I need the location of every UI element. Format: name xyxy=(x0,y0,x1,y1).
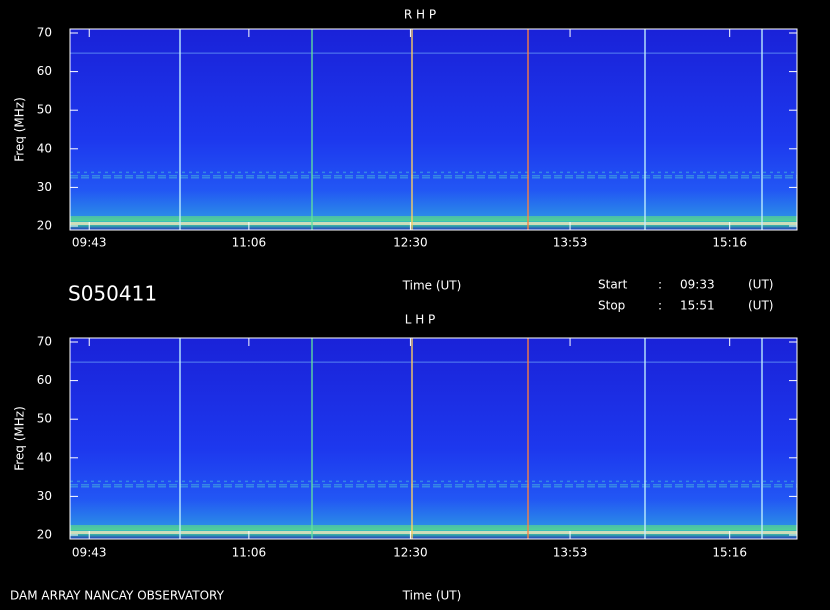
y-axis-label: Freq (MHz) xyxy=(13,97,27,162)
x-tick-label: 11:06 xyxy=(232,546,267,560)
x-axis-label: Time (UT) xyxy=(402,279,462,293)
y-tick-label: 50 xyxy=(37,412,52,426)
panel-title: L H P xyxy=(405,313,436,327)
spectrum-background xyxy=(70,29,797,230)
separator: : xyxy=(658,278,662,292)
y-tick-label: 60 xyxy=(37,373,52,387)
y-tick-label: 50 xyxy=(37,103,52,117)
x-tick-label: 13:53 xyxy=(553,546,588,560)
x-tick-label: 09:43 xyxy=(72,546,107,560)
spectrum-band xyxy=(70,531,797,534)
spectrum-band xyxy=(70,525,797,530)
y-tick-label: 30 xyxy=(37,489,52,503)
y-tick-label: 20 xyxy=(37,528,52,542)
x-axis-label: Time (UT) xyxy=(402,589,462,603)
separator: : xyxy=(658,299,662,313)
footer: DAM ARRAY NANCAY OBSERVATORY xyxy=(10,589,225,603)
panel-title: R H P xyxy=(404,8,436,22)
x-tick-label: 12:30 xyxy=(393,236,428,250)
x-tick-label: 15:16 xyxy=(712,546,747,560)
spectrum-band xyxy=(70,222,797,225)
spectrum-band xyxy=(70,216,797,221)
x-tick-label: 13:53 xyxy=(553,236,588,250)
unit: (UT) xyxy=(748,299,773,313)
unit: (UT) xyxy=(748,278,773,292)
spectrum-background xyxy=(70,338,797,539)
x-tick-label: 09:43 xyxy=(72,236,107,250)
y-tick-label: 60 xyxy=(37,64,52,78)
stop-label: Stop xyxy=(598,299,625,313)
y-axis-label: Freq (MHz) xyxy=(13,406,27,471)
stop-time: 15:51 xyxy=(680,299,715,313)
x-tick-label: 11:06 xyxy=(232,236,267,250)
y-tick-label: 30 xyxy=(37,180,52,194)
x-tick-label: 15:16 xyxy=(712,236,747,250)
x-tick-label: 12:30 xyxy=(393,546,428,560)
start-time: 09:33 xyxy=(680,278,715,292)
observation-id: S050411 xyxy=(68,282,157,306)
y-tick-label: 20 xyxy=(37,219,52,233)
plot-frame xyxy=(69,28,798,231)
start-label: Start xyxy=(598,278,628,292)
y-tick-label: 70 xyxy=(37,26,52,40)
y-tick-label: 70 xyxy=(37,335,52,349)
y-tick-label: 40 xyxy=(37,450,52,464)
plot-frame xyxy=(69,337,798,540)
y-tick-label: 40 xyxy=(37,141,52,155)
